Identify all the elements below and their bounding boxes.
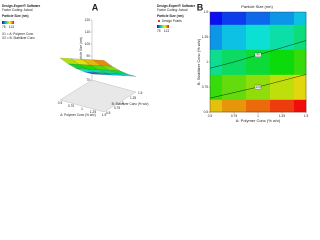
factor: X2 = B: Stabilizer Conc	[2, 36, 35, 40]
contour-cell	[294, 99, 307, 113]
contour-cell	[294, 24, 307, 50]
y-tick-label: 1	[206, 60, 208, 64]
floor	[59, 79, 137, 113]
y-tick-label: 1	[122, 101, 124, 105]
contour-cell	[210, 49, 223, 75]
y-tick-label: 1.25	[202, 35, 208, 39]
contour-cell	[270, 24, 295, 50]
factor: X1 = A: Polymer Conc	[2, 32, 34, 36]
x-tick-label: 0.5	[208, 114, 213, 118]
panel-b: B Design-Expert® Software Factor Coding:…	[157, 2, 308, 123]
software: Design-Expert® Software	[2, 4, 41, 8]
z-tick-label: 90	[86, 54, 90, 58]
contour-cell	[294, 49, 307, 75]
coding: Factor Coding: Actual	[2, 8, 33, 12]
x-label: A: Polymer Conc (% w/v)	[60, 113, 95, 117]
response: Particle Size (nm)	[157, 14, 184, 18]
contour-cell	[222, 12, 247, 25]
contour-cell	[222, 24, 247, 50]
x-tick-label: 1	[257, 114, 259, 118]
y-label: B: Stabilizer Conc (% w/v)	[112, 102, 149, 106]
contour-cell	[246, 24, 271, 50]
contour-label: 90	[256, 53, 260, 57]
contour-cell	[270, 99, 295, 113]
y-tick-label: 1.5	[138, 91, 143, 95]
z-tick-label: 70	[86, 78, 90, 82]
contour-label-bg	[254, 52, 262, 57]
points-label: Design Points	[162, 19, 182, 23]
design-point-key	[158, 20, 160, 22]
response: Particle Size (nm)	[2, 14, 29, 18]
z-label: Particle Size (nm)	[79, 37, 83, 62]
software: Design-Expert® Software	[157, 4, 196, 8]
contour-cell	[222, 99, 247, 113]
contour-cell	[210, 24, 223, 50]
y-tick-label: 1.25	[130, 96, 136, 100]
z-tick-label: 100	[85, 42, 91, 46]
x-tick-label: 0.75	[231, 114, 237, 118]
x-tick-label: 1	[81, 107, 83, 111]
color-scale	[2, 21, 14, 24]
contour-label-bg	[254, 84, 262, 90]
legend-min: 75	[157, 29, 161, 33]
surface-patch	[92, 59, 113, 67]
x-label: A: Polymer Conc (% w/v)	[236, 118, 281, 123]
contour-cell	[210, 12, 223, 25]
x-tick-label: 1.25	[279, 114, 285, 118]
x-tick-label: 0.5	[58, 101, 63, 105]
x-tick-label: 1.5	[102, 113, 107, 117]
y-label: B: Stabilizer Conc (% w/v)	[196, 38, 201, 85]
legend-max: 113	[9, 25, 14, 29]
chart-title: Particle Size (nm)	[241, 4, 273, 9]
legend-min: 75	[2, 25, 6, 29]
panel-label: B	[197, 2, 204, 12]
contour-cell	[270, 12, 295, 25]
y-tick-label: 0.75	[202, 85, 208, 89]
x-tick-label: 1.5	[304, 114, 309, 118]
contour-cell	[294, 12, 307, 25]
panel-a: A Design-Expert® Software Factor Coding:…	[2, 2, 149, 117]
y-tick-label: 0.5	[204, 110, 209, 114]
contour-cell	[246, 99, 271, 113]
contour-cell	[294, 74, 307, 100]
contour-cell	[210, 74, 223, 100]
panel-label: A	[92, 2, 99, 12]
contour-cell	[270, 49, 295, 75]
y-tick-label: 1.5	[204, 10, 209, 14]
y-tick-label: 0.5	[106, 111, 111, 115]
x-tick-label: 1.25	[90, 110, 96, 114]
contour-cell	[222, 74, 247, 100]
x-tick-label: 0.75	[68, 104, 74, 108]
figure: A Design-Expert® Software Factor Coding:…	[2, 2, 308, 123]
contour-cell	[210, 99, 223, 113]
y-tick-label: 0.75	[114, 106, 120, 110]
z-tick-label: 110	[85, 30, 90, 34]
legend-max: 113	[164, 29, 169, 33]
z-tick-label: 120	[85, 18, 91, 22]
coding: Factor Coding: Actual	[157, 8, 188, 12]
contour-label: 100	[255, 85, 261, 89]
page: {"chart_data": [ {"type": "surface", "pa…	[2, 2, 309, 124]
contour-cell	[246, 12, 271, 25]
color-scale	[157, 25, 169, 28]
